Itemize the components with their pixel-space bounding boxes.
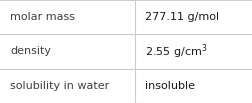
Text: 277.11 g/mol: 277.11 g/mol xyxy=(145,12,219,22)
Text: molar mass: molar mass xyxy=(10,12,75,22)
Text: solubility in water: solubility in water xyxy=(10,81,109,91)
Text: density: density xyxy=(10,46,51,57)
Text: insoluble: insoluble xyxy=(145,81,195,91)
Text: 2.55 g/cm$^{\mathregular{3}}$: 2.55 g/cm$^{\mathregular{3}}$ xyxy=(145,42,207,61)
